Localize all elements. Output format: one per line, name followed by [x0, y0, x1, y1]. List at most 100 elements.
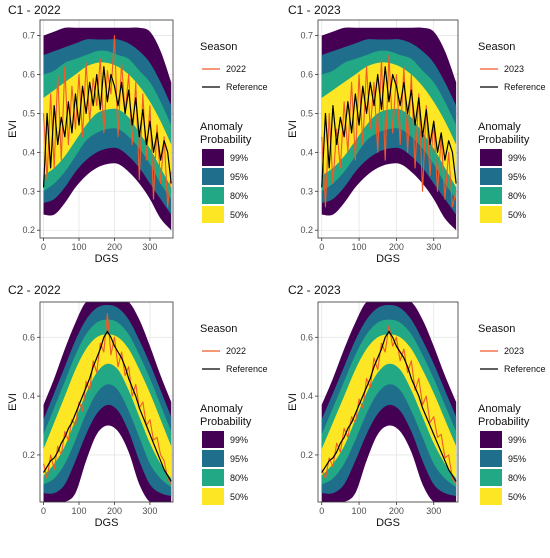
y-tick-label: 0.2 [300, 225, 313, 235]
legend-season-title: Season [478, 323, 515, 335]
legend-band-label: 99% [508, 153, 526, 163]
panel-title: C1 - 2023 [288, 3, 341, 17]
legend-band-label: 99% [230, 435, 248, 445]
y-tick-label: 0.6 [22, 70, 35, 80]
x-tick-label: 0 [319, 506, 324, 516]
legend-anomaly-title-1: Anomaly [478, 403, 521, 415]
x-tick-label: 200 [389, 242, 404, 252]
y-tick-label: 0.4 [22, 391, 35, 401]
x-tick-label: 100 [352, 242, 367, 252]
legend-anomaly-title-2: Probability [200, 134, 252, 146]
plot-area [321, 27, 457, 231]
season-line [42, 35, 172, 208]
y-tick-label: 0.6 [22, 332, 35, 342]
legend-band-swatch [202, 469, 224, 486]
x-tick-label: 200 [389, 506, 404, 516]
panel-title: C1 - 2022 [8, 3, 61, 17]
legend-band-label: 80% [508, 191, 526, 201]
legend-band-swatch [480, 431, 502, 448]
legend-band-label: 50% [230, 210, 248, 220]
y-axis-label: EVI [287, 120, 299, 138]
legend-band-swatch [202, 168, 224, 185]
panel-border [317, 19, 459, 239]
season-line [321, 324, 457, 485]
legend-band-label: 80% [230, 473, 248, 483]
x-axis-label: DGS [376, 253, 400, 265]
reference-line [321, 330, 457, 482]
x-axis-label: DGS [95, 517, 119, 529]
x-tick-label: 200 [107, 506, 122, 516]
season-line [43, 313, 172, 485]
legend-band-swatch [480, 187, 502, 204]
legend-season-label: 2022 [226, 64, 246, 74]
legend-anomaly-title-2: Probability [200, 416, 252, 428]
x-axis-label: DGS [376, 517, 400, 529]
y-tick-label: 0.4 [22, 147, 35, 157]
y-tick-label: 0.3 [300, 186, 313, 196]
legend-anomaly-title-1: Anomaly [200, 403, 243, 415]
y-tick-label: 0.4 [300, 391, 313, 401]
x-tick-label: 300 [142, 506, 157, 516]
legend-band-swatch [480, 469, 502, 486]
legend-season-label: 2023 [504, 346, 524, 356]
panel-border [39, 19, 174, 239]
y-tick-label: 0.2 [22, 225, 35, 235]
x-tick-label: 300 [142, 242, 157, 252]
plot-area [43, 302, 172, 502]
legend-band-label: 80% [508, 473, 526, 483]
legend-band-swatch [202, 206, 224, 223]
y-tick-label: 0.4 [300, 147, 313, 157]
legend-band-swatch [480, 488, 502, 505]
y-tick-label: 0.6 [300, 70, 313, 80]
panel-2: C1 - 2023 0.2 0.3 0.4 0.5 0.6 0.7 0 100 200 300 DGS… [287, 3, 546, 265]
legend-reference-label: Reference [226, 364, 268, 374]
legend-band-swatch [480, 206, 502, 223]
legend-reference-label: Reference [504, 82, 546, 92]
band-50-area [43, 334, 172, 479]
plot-area [321, 302, 457, 502]
x-tick-label: 0 [41, 242, 46, 252]
legend-anomaly-title-2: Probability [478, 134, 530, 146]
y-tick-label: 0.7 [300, 31, 313, 41]
legend-band-swatch [202, 187, 224, 204]
y-tick-label: 0.5 [22, 108, 35, 118]
legend-band-label: 95% [230, 172, 248, 182]
x-axis-label: DGS [95, 253, 119, 265]
legend-band-label: 95% [508, 454, 526, 464]
legend-band-swatch [480, 168, 502, 185]
y-axis-label: EVI [287, 393, 299, 411]
legend-band-label: 80% [230, 191, 248, 201]
reference-line [321, 66, 457, 188]
y-tick-label: 0.6 [300, 332, 313, 342]
panel-border [317, 301, 459, 503]
legend-anomaly-title-1: Anomaly [200, 121, 243, 133]
legend-band-label: 50% [508, 492, 526, 502]
x-tick-label: 100 [71, 506, 86, 516]
y-tick-label: 0.2 [300, 450, 313, 460]
legend-band-swatch [202, 488, 224, 505]
plot-area [42, 27, 172, 231]
panel-title: C2 - 2022 [8, 283, 61, 297]
panel-1: C1 - 2022 0.2 0.3 0.4 0.5 0.6 0.7 0 100 200 300 DGS… [7, 3, 268, 265]
band-80-area [321, 319, 457, 488]
x-tick-label: 0 [41, 506, 46, 516]
legend-reference-label: Reference [226, 82, 268, 92]
legend-band-label: 50% [230, 492, 248, 502]
x-tick-label: 100 [71, 242, 86, 252]
legend-reference-label: Reference [504, 364, 546, 374]
legend-band-label: 99% [230, 153, 248, 163]
legend-band-label: 50% [508, 210, 526, 220]
band-80-area [43, 319, 172, 488]
panel-4: C2 - 2023 0.2 0.4 0.6 0 100 200 300 DGS EVI Season… [287, 283, 546, 529]
panel-3: C2 - 2022 0.2 0.4 0.6 0 100 200 300 DGS EVI Season… [7, 283, 268, 529]
legend-season-title: Season [200, 41, 237, 53]
legend-band-label: 95% [230, 454, 248, 464]
y-axis-label: EVI [7, 120, 19, 138]
legend-band-swatch [202, 149, 224, 166]
legend-band-swatch [202, 450, 224, 467]
reference-line [42, 66, 172, 188]
legend-anomaly-title-1: Anomaly [478, 121, 521, 133]
